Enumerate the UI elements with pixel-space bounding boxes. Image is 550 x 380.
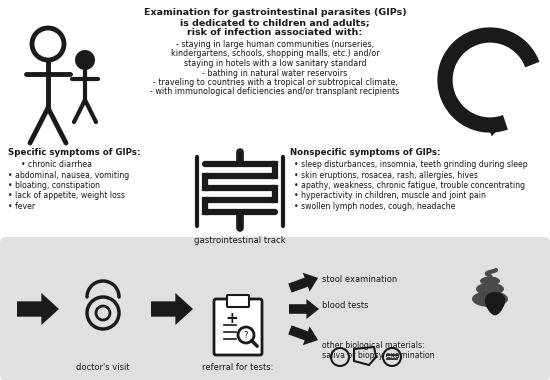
Text: • skin eruptions, rosacea, rash, allergies, hives: • skin eruptions, rosacea, rash, allergi… xyxy=(294,171,478,179)
Text: is dedicated to children and adults;: is dedicated to children and adults; xyxy=(180,18,370,27)
Text: - staying in large human communities (nurseries,: - staying in large human communities (nu… xyxy=(176,40,374,49)
Text: - bathing in natural water reservoirs: - bathing in natural water reservoirs xyxy=(202,68,348,78)
Polygon shape xyxy=(288,325,318,345)
FancyBboxPatch shape xyxy=(0,237,550,380)
Polygon shape xyxy=(289,299,319,319)
Polygon shape xyxy=(486,293,504,315)
Text: risk of infection associated with:: risk of infection associated with: xyxy=(188,28,362,37)
Text: • bloating, constipation: • bloating, constipation xyxy=(8,181,100,190)
Ellipse shape xyxy=(480,277,500,285)
Text: • lack of appetite, weight loss: • lack of appetite, weight loss xyxy=(8,192,125,201)
Text: • fever: • fever xyxy=(8,202,35,211)
Text: • abdominal, nausea, vomiting: • abdominal, nausea, vomiting xyxy=(8,171,129,179)
Text: other biological materials:
saliva or biopsy examination: other biological materials: saliva or bi… xyxy=(322,341,435,360)
Text: - traveling to countries with a tropical or subtropical climate,: - traveling to countries with a tropical… xyxy=(153,78,397,87)
Text: doctor's visit: doctor's visit xyxy=(76,363,130,372)
Text: stool examination: stool examination xyxy=(322,274,397,283)
FancyBboxPatch shape xyxy=(214,299,262,355)
Ellipse shape xyxy=(472,291,508,307)
Text: referral for tests:: referral for tests: xyxy=(202,363,274,372)
Text: • apathy, weakness, chronic fatigue, trouble concentrating: • apathy, weakness, chronic fatigue, tro… xyxy=(294,181,525,190)
Polygon shape xyxy=(288,273,318,293)
Text: gastrointestinal track: gastrointestinal track xyxy=(194,236,286,245)
Text: Specific symptoms of GIPs:: Specific symptoms of GIPs: xyxy=(8,148,140,157)
Text: ?: ? xyxy=(244,331,248,340)
Polygon shape xyxy=(151,293,193,325)
Text: Examination for gastrointestinal parasites (GIPs): Examination for gastrointestinal parasit… xyxy=(144,8,406,17)
Text: - with immunological deficiencies and/or transplant recipients: - with immunological deficiencies and/or… xyxy=(150,87,400,97)
Ellipse shape xyxy=(476,283,504,295)
Text: • sleep disturbances, insomnia, teeth grinding during sleep: • sleep disturbances, insomnia, teeth gr… xyxy=(294,160,527,169)
Text: kindergartens, schools, shopping malls, etc.) and/or: kindergartens, schools, shopping malls, … xyxy=(170,49,380,59)
Text: • chronic diarrhea: • chronic diarrhea xyxy=(16,160,92,169)
Text: • swollen lymph nodes, cough, headache: • swollen lymph nodes, cough, headache xyxy=(294,202,455,211)
Polygon shape xyxy=(17,293,59,325)
Text: • hyperactivity in children, muscle and joint pain: • hyperactivity in children, muscle and … xyxy=(294,192,486,201)
FancyBboxPatch shape xyxy=(227,295,249,307)
Text: blood tests: blood tests xyxy=(322,301,369,309)
Text: staying in hotels with a low sanitary standard: staying in hotels with a low sanitary st… xyxy=(184,59,366,68)
Text: Nonspecific symptoms of GIPs:: Nonspecific symptoms of GIPs: xyxy=(290,148,441,157)
Circle shape xyxy=(75,50,95,70)
Text: +: + xyxy=(226,311,238,326)
